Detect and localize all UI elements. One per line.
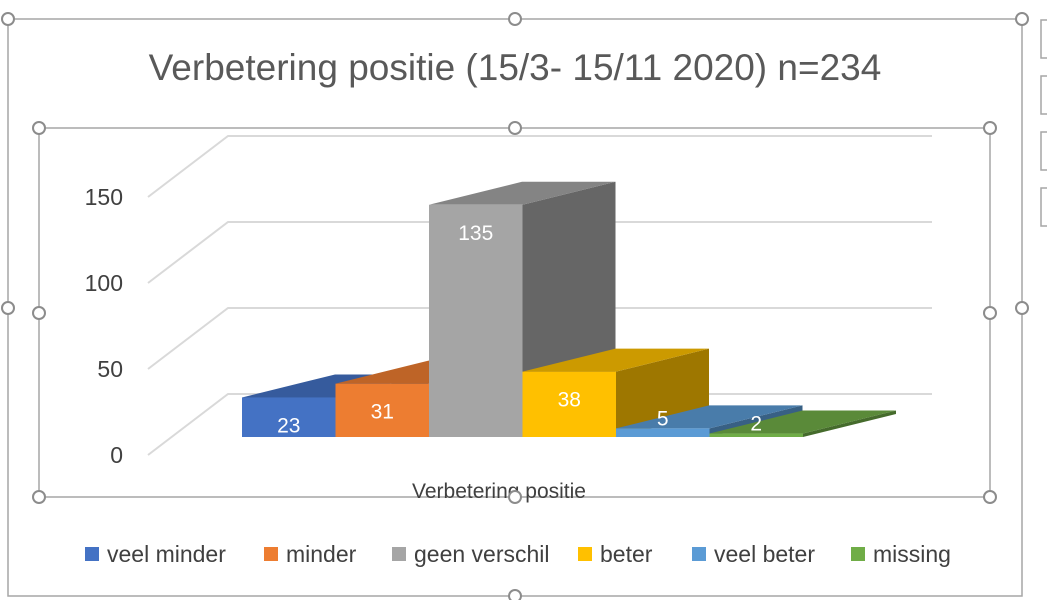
plot-selection-handles[interactable] [32,121,997,504]
legend-swatch [264,547,278,561]
legend-swatch [851,547,865,561]
legend-item[interactable]: missing [851,541,951,567]
side-button-3[interactable] [1040,131,1047,171]
legend-label: veel minder [107,541,226,567]
legend-label: minder [286,541,357,567]
bar-front [335,383,429,437]
handle-outer-tr[interactable] [1015,12,1029,26]
bar-missing[interactable]: 2 [709,410,897,437]
bar-front [242,397,336,437]
legend-item[interactable]: beter [578,541,653,567]
data-label: 31 [371,401,394,424]
legend-label: geen verschil [414,541,550,567]
legend-label: missing [873,541,951,567]
side-button-1[interactable] [1040,19,1047,59]
legend-item[interactable]: veel beter [692,541,815,567]
data-label: 38 [558,389,581,412]
outer-selection-handles[interactable] [1,12,1029,600]
legend-item[interactable]: veel minder [85,541,226,567]
bar-front [522,371,616,437]
handle-plot-br[interactable] [983,490,997,504]
handle-outer-tl[interactable] [1,12,15,26]
x-axis-label: Verbetering positie [412,480,586,503]
y-tick-label: 100 [85,270,123,296]
data-label: 23 [277,414,300,437]
legend-item[interactable]: minder [264,541,357,567]
side-button-2[interactable] [1040,75,1047,115]
legend-swatch [392,547,406,561]
handle-plot-bl[interactable] [32,490,46,504]
bar-top [429,181,616,205]
y-tick-label: 50 [97,356,123,382]
data-label: 2 [750,413,762,436]
handle-outer-mr[interactable] [1015,301,1029,315]
chart-title: Verbetering positie (15/3- 15/11 2020) n… [149,47,882,88]
legend-label: veel beter [714,541,815,567]
handle-outer-bm[interactable] [508,589,522,600]
bar-top [709,410,896,434]
legend-swatch [578,547,592,561]
legend-item[interactable]: geen verschil [392,541,550,567]
bar-front [709,433,803,437]
handle-plot-bm[interactable] [508,490,522,504]
legend: veel minder minder geen verschil beter veel … [85,541,951,567]
handle-outer-tm[interactable] [508,12,522,26]
side-button-4[interactable] [1040,187,1047,227]
legend-swatch [85,547,99,561]
gridline [147,307,932,370]
data-label: 135 [458,222,493,245]
bar-top [522,348,709,372]
gridline [147,221,932,284]
handle-plot-mr[interactable] [983,306,997,320]
data-label: 5 [657,407,669,430]
y-tick-label: 0 [110,442,123,468]
handle-plot-tm[interactable] [508,121,522,135]
bar-side [803,410,896,437]
handle-outer-ml[interactable] [1,301,15,315]
bar-front [429,204,523,437]
legend-swatch [692,547,706,561]
gridlines [147,135,932,456]
bar-top [616,405,803,429]
y-tick-label: 150 [85,184,123,210]
bar-front [616,428,710,437]
handle-plot-tr[interactable] [983,121,997,135]
y-axis-ticks: 0 50 100 150 [85,184,123,468]
legend-label: beter [600,541,653,567]
bars: 23 31 135 38 5 2 [242,181,897,437]
handle-plot-ml[interactable] [32,306,46,320]
gridline [147,135,932,198]
handle-plot-tl[interactable] [32,121,46,135]
